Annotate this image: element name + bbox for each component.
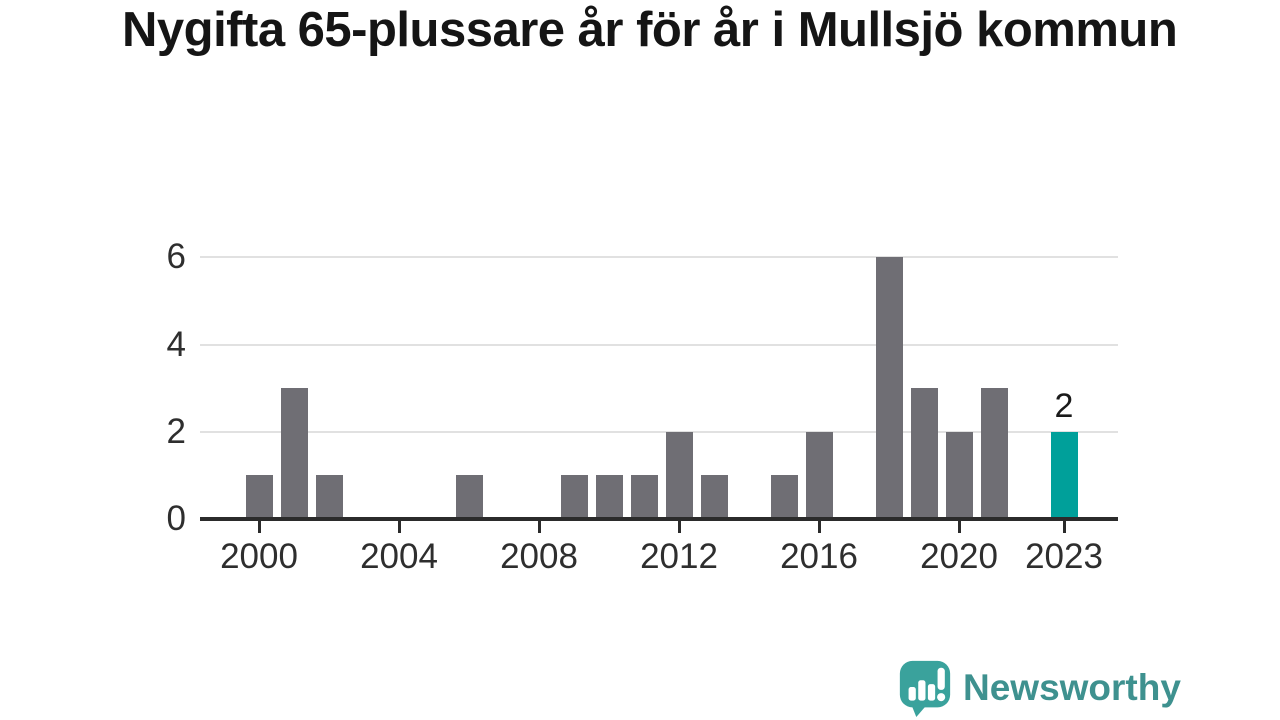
x-tick-2023 xyxy=(1063,521,1066,533)
bar-2016 xyxy=(806,432,833,519)
x-tick-label-2016: 2016 xyxy=(780,537,858,576)
newsworthy-bubble-chart-icon xyxy=(899,660,951,717)
newsworthy-logo: Newsworthy xyxy=(896,659,1181,717)
newsworthy-wordmark: Newsworthy xyxy=(963,667,1181,708)
gridline-y-4 xyxy=(200,344,1118,346)
x-tick-2008 xyxy=(538,521,541,533)
y-tick-label-4: 4 xyxy=(166,325,186,364)
bar-2021 xyxy=(981,388,1008,519)
bar-2013 xyxy=(701,475,728,519)
bar-2018 xyxy=(876,257,903,519)
bar-2012 xyxy=(666,432,693,519)
x-axis-line xyxy=(200,517,1118,521)
y-tick-label-6: 6 xyxy=(166,237,186,276)
y-tick-label-2: 2 xyxy=(166,412,186,451)
bar-2002 xyxy=(316,475,343,519)
bar-2009 xyxy=(561,475,588,519)
x-tick-label-2020: 2020 xyxy=(920,537,998,576)
x-tick-2016 xyxy=(818,521,821,533)
x-tick-2012 xyxy=(678,521,681,533)
x-tick-label-2000: 2000 xyxy=(220,537,298,576)
bar-2010 xyxy=(596,475,623,519)
bar-2023 xyxy=(1051,432,1078,519)
y-tick-label-0: 0 xyxy=(166,499,186,538)
bar-2011 xyxy=(631,475,658,519)
gridline-y-2 xyxy=(200,431,1118,433)
chart-title: Nygifta 65-plussare år för år i Mullsjö … xyxy=(122,3,1178,57)
x-tick-2004 xyxy=(398,521,401,533)
gridline-y-6 xyxy=(200,256,1118,258)
bar-2000 xyxy=(246,475,273,519)
x-tick-2020 xyxy=(958,521,961,533)
bar-2020 xyxy=(946,432,973,519)
bar-2001 xyxy=(281,388,308,519)
x-tick-label-2012: 2012 xyxy=(640,537,718,576)
bar-2006 xyxy=(456,475,483,519)
x-tick-label-2023: 2023 xyxy=(1025,537,1103,576)
bar-2019 xyxy=(911,388,938,519)
value-label-2023: 2 xyxy=(1054,387,1074,425)
bar-2015 xyxy=(771,475,798,519)
x-tick-label-2004: 2004 xyxy=(360,537,438,576)
x-tick-label-2008: 2008 xyxy=(500,537,578,576)
x-tick-2000 xyxy=(258,521,261,533)
